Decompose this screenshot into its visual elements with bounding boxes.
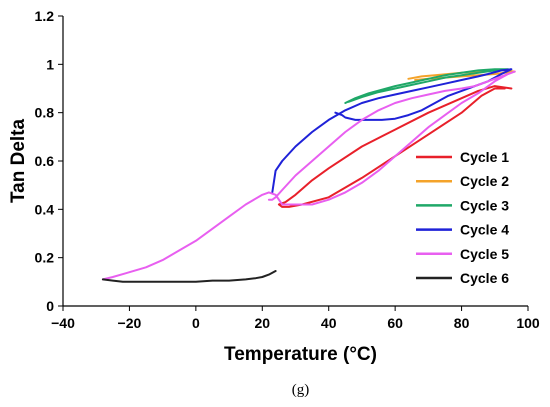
figure-caption: (g)	[292, 382, 310, 398]
y-axis-title: Tan Delta	[8, 119, 29, 204]
y-tick-label: 0.8	[35, 105, 55, 121]
x-tick-label: −40	[51, 315, 75, 331]
series-line-cycle-3	[344, 68, 510, 104]
legend: Cycle 1 Cycle 2 Cycle 3 Cycle 4 Cycle 5 Cycle…	[416, 149, 509, 286]
series-line-cycle-5	[101, 70, 516, 281]
x-tick-label: 0	[192, 315, 200, 331]
y-tick-label: 1	[46, 56, 54, 72]
y-tick-label: 0.4	[35, 201, 55, 217]
y-tick-label: 1.2	[35, 8, 55, 24]
x-tick-label: −20	[118, 315, 142, 331]
x-tick-label: 80	[454, 315, 470, 331]
series-line-cycle-4	[271, 68, 513, 194]
x-tick-label: 60	[387, 315, 403, 331]
series-layer	[101, 68, 516, 283]
series-line-cycle-6	[101, 270, 277, 283]
legend-label: Cycle 4	[460, 222, 509, 238]
x-tick-label: 40	[321, 315, 337, 331]
x-axis-title: Temperature (°C)	[224, 344, 377, 365]
y-tick-label: 0.2	[35, 250, 55, 266]
legend-label: Cycle 6	[460, 270, 509, 286]
legend-label: Cycle 3	[460, 197, 509, 213]
x-tick-label: 100	[516, 315, 540, 331]
legend-label: Cycle 5	[460, 246, 509, 262]
y-tick-label: 0.6	[35, 153, 55, 169]
legend-label: Cycle 1	[460, 149, 509, 165]
x-tick-label: 20	[254, 315, 270, 331]
series-line-cycle-1	[277, 85, 513, 208]
axes: −40 −20 0 20 40 60 80 100 0 0.2 0.4 0.6 0.8 1 1.2	[35, 8, 540, 331]
y-tick-label: 0	[46, 298, 54, 314]
legend-label: Cycle 2	[460, 173, 509, 189]
